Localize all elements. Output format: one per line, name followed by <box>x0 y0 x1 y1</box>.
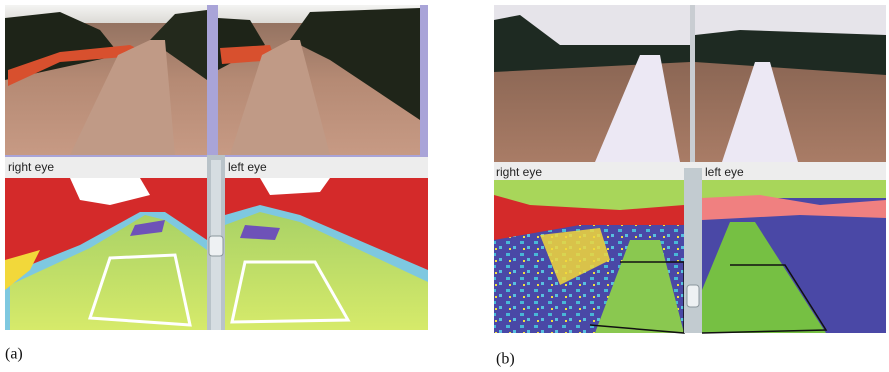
left-eye-label: left eye <box>705 165 744 179</box>
slider-thumb[interactable] <box>209 236 223 256</box>
panel-a: right eye left eye (a) <box>5 5 428 363</box>
panel-caption: (b) <box>496 351 515 368</box>
right-eye-label: right eye <box>8 160 54 174</box>
slider-thumb[interactable] <box>687 285 699 307</box>
panel-b: right eye left eye (b) <box>494 5 886 368</box>
divider <box>690 5 695 162</box>
segmentation-right <box>494 180 684 333</box>
photo-right <box>494 5 690 162</box>
slider-track <box>684 168 702 333</box>
right-eye-label: right eye <box>496 165 542 179</box>
photo-left <box>218 5 420 155</box>
photo-right <box>5 5 207 155</box>
page: right eye left eye (a) <box>0 0 889 372</box>
segmentation-left <box>702 180 886 333</box>
left-eye-label: left eye <box>228 160 267 174</box>
segmentation-right <box>5 178 207 330</box>
figure: right eye left eye (a) <box>0 0 889 372</box>
region-green <box>702 180 886 198</box>
photo-left <box>695 5 886 162</box>
segmentation-left <box>225 178 428 330</box>
panel-caption: (a) <box>5 346 23 363</box>
